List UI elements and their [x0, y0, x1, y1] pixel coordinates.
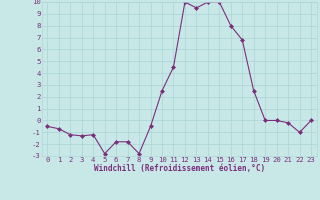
X-axis label: Windchill (Refroidissement éolien,°C): Windchill (Refroidissement éolien,°C) — [94, 164, 265, 173]
